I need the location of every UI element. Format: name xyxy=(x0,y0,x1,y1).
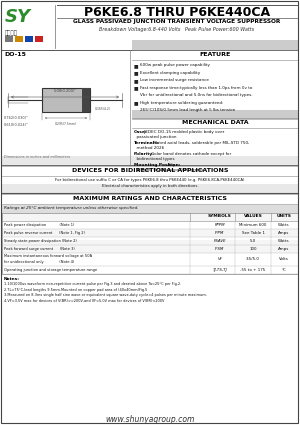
Text: DO-15: DO-15 xyxy=(4,52,26,57)
Text: FEATURE: FEATURE xyxy=(200,51,231,57)
Text: 265°C/10S/0.5mm lead length at 5 lbs tension: 265°C/10S/0.5mm lead length at 5 lbs ten… xyxy=(140,108,235,112)
Text: ■: ■ xyxy=(134,71,139,76)
Text: VF: VF xyxy=(218,258,223,261)
Text: Notes:: Notes: xyxy=(4,277,20,281)
Text: UNITS: UNITS xyxy=(277,214,292,218)
Text: Case:: Case: xyxy=(134,130,148,133)
Text: Weight: 0.014 ounce,0.40 grams: Weight: 0.014 ounce,0.40 grams xyxy=(134,167,203,172)
Text: Peak forward surge current      (Note 3): Peak forward surge current (Note 3) xyxy=(4,246,75,250)
Text: TJ,TS,TJ: TJ,TS,TJ xyxy=(213,268,227,272)
Text: SYMBOLS: SYMBOLS xyxy=(208,214,232,218)
Text: Vbr for unidirectional and 5.0ns for bidirectional types.: Vbr for unidirectional and 5.0ns for bid… xyxy=(140,93,253,97)
Text: Polarity:: Polarity: xyxy=(134,151,155,156)
Text: ■: ■ xyxy=(134,78,139,83)
Text: IPPM: IPPM xyxy=(215,231,225,235)
Text: Amps: Amps xyxy=(278,231,290,235)
Text: Any: Any xyxy=(167,162,176,167)
Text: Watts: Watts xyxy=(278,223,290,227)
Text: 3.5/5.0: 3.5/5.0 xyxy=(246,258,260,261)
Bar xyxy=(15,36,23,42)
Text: GLASS PASSIVAED JUNCTION TRANSIENT VOLTAGE SUPPRESSOR: GLASS PASSIVAED JUNCTION TRANSIENT VOLTA… xyxy=(73,19,281,24)
Text: ■: ■ xyxy=(134,85,139,91)
Text: Terminals:: Terminals: xyxy=(134,141,160,145)
Text: Dimensions in inches and millimeters: Dimensions in inches and millimeters xyxy=(4,155,70,159)
Text: SY: SY xyxy=(5,8,31,26)
Text: Breakdown Voltage:6.8-440 Volts   Peak Pulse Power:600 Watts: Breakdown Voltage:6.8-440 Volts Peak Pul… xyxy=(99,27,255,32)
Text: 0.295(7.5mm): 0.295(7.5mm) xyxy=(55,122,77,126)
Bar xyxy=(132,110,298,119)
Bar xyxy=(5,36,13,42)
Bar xyxy=(2,237,298,245)
Text: passivated junction: passivated junction xyxy=(134,134,176,139)
Text: High temperature soldering guaranteed:: High temperature soldering guaranteed: xyxy=(140,100,224,105)
Bar xyxy=(25,36,33,42)
Text: Low incremental surge resistance: Low incremental surge resistance xyxy=(140,78,209,82)
Bar xyxy=(2,184,298,194)
Text: IFSM: IFSM xyxy=(215,247,225,251)
Text: method 2026: method 2026 xyxy=(134,145,164,150)
Text: ■: ■ xyxy=(134,63,139,68)
Text: 5.08(0.200)": 5.08(0.200)" xyxy=(53,89,76,93)
Text: PSAVE: PSAVE xyxy=(214,239,226,243)
Text: Electrical characteristics apply in both directions.: Electrical characteristics apply in both… xyxy=(102,184,198,188)
Text: 1.10/1000us waveform non-repetitive current pulse per Fig.3 and derated above Ta: 1.10/1000us waveform non-repetitive curr… xyxy=(4,282,181,286)
Text: 0.165(4.2): 0.165(4.2) xyxy=(95,107,111,111)
Bar xyxy=(2,205,298,213)
Text: °C: °C xyxy=(282,268,286,272)
Text: JEDEC DO-15 molded plastic body over: JEDEC DO-15 molded plastic body over xyxy=(143,130,224,133)
Text: 2.TL=75°C,lead lengths 9.5mm.Mounted on copper pad area of (40x40mm)Fig.5: 2.TL=75°C,lead lengths 9.5mm.Mounted on … xyxy=(4,287,147,292)
Bar xyxy=(42,88,90,112)
Text: Minimum 600: Minimum 600 xyxy=(239,223,267,227)
Text: ■: ■ xyxy=(134,100,139,105)
Bar xyxy=(2,213,298,221)
Text: Steady state power dissipation (Note 2): Steady state power dissipation (Note 2) xyxy=(4,238,77,243)
Text: 山普光电: 山普光电 xyxy=(5,30,18,36)
Bar xyxy=(2,229,298,237)
Text: 600w peak pulse power capability: 600w peak pulse power capability xyxy=(140,63,210,67)
Text: Operating junction and storage temperature range: Operating junction and storage temperatu… xyxy=(4,267,97,272)
Text: bidirectional types: bidirectional types xyxy=(134,156,175,161)
Text: 3.Measured on 8.3ms single half sine wave or equivalent square wave,duty cycle=4: 3.Measured on 8.3ms single half sine wav… xyxy=(4,293,207,297)
Text: Volts: Volts xyxy=(279,258,289,261)
Text: 5.0: 5.0 xyxy=(250,239,256,243)
Text: Fast response time:typically less than 1.0ps from 0v to: Fast response time:typically less than 1… xyxy=(140,85,252,90)
Bar xyxy=(35,36,43,42)
Text: Amps: Amps xyxy=(278,247,290,251)
Text: P6KE6.8 THRU P6KE440CA: P6KE6.8 THRU P6KE440CA xyxy=(84,6,270,19)
Text: MAXIMUM RATINGS AND CHARACTERISTICS: MAXIMUM RATINGS AND CHARACTERISTICS xyxy=(73,196,227,201)
Text: for unidirectional only              (Note 4): for unidirectional only (Note 4) xyxy=(4,260,74,264)
Text: Plated axial leads, solderable per MIL-STD 750,: Plated axial leads, solderable per MIL-S… xyxy=(152,141,249,145)
Bar xyxy=(2,240,298,253)
Bar xyxy=(2,258,298,266)
Text: Excellent clamping capability: Excellent clamping capability xyxy=(140,71,200,74)
Text: PPPM: PPPM xyxy=(215,223,225,227)
Bar xyxy=(132,40,298,50)
Text: Mounting Position:: Mounting Position: xyxy=(134,162,181,167)
Bar xyxy=(2,156,298,166)
Text: Ratings at 25°C ambient temperature unless otherwise specified.: Ratings at 25°C ambient temperature unle… xyxy=(4,206,139,210)
Text: Maximum instantaneous forward voltage at 50A: Maximum instantaneous forward voltage at… xyxy=(4,255,92,258)
Text: For bidirectional use suffix C or CA for types P6KE6.8 thru P6KE440 (e.g. P6KE6.: For bidirectional use suffix C or CA for… xyxy=(55,178,245,182)
Text: Watts: Watts xyxy=(278,239,290,243)
Bar xyxy=(82,88,90,112)
Text: MECHANICAL DATA: MECHANICAL DATA xyxy=(182,119,248,125)
Text: 0.610(0.024)": 0.610(0.024)" xyxy=(4,123,28,127)
Text: 100: 100 xyxy=(249,247,257,251)
Bar xyxy=(2,221,298,229)
Text: Peak power dissipation            (Note 1): Peak power dissipation (Note 1) xyxy=(4,223,74,227)
Text: DEVICES FOR BIDIRECTIONAL APPLICATIONS: DEVICES FOR BIDIRECTIONAL APPLICATIONS xyxy=(72,167,228,173)
Text: 4.VF=3.5V max for devices of V(BR)>=200V,and VF=5.0V max for devices of V(BR)<20: 4.VF=3.5V max for devices of V(BR)>=200V… xyxy=(4,298,164,303)
Text: -55 to + 175: -55 to + 175 xyxy=(240,268,266,272)
Text: www.shunyagroup.com: www.shunyagroup.com xyxy=(105,415,195,424)
Text: Color band denotes cathode except for: Color band denotes cathode except for xyxy=(150,151,232,156)
Text: See Table 1: See Table 1 xyxy=(242,231,265,235)
Text: 0.762(0.030)": 0.762(0.030)" xyxy=(4,116,28,120)
Text: VALUES: VALUES xyxy=(244,214,262,218)
Text: Peak pulse reverse current      (Note 1, Fig 2): Peak pulse reverse current (Note 1, Fig … xyxy=(4,230,85,235)
